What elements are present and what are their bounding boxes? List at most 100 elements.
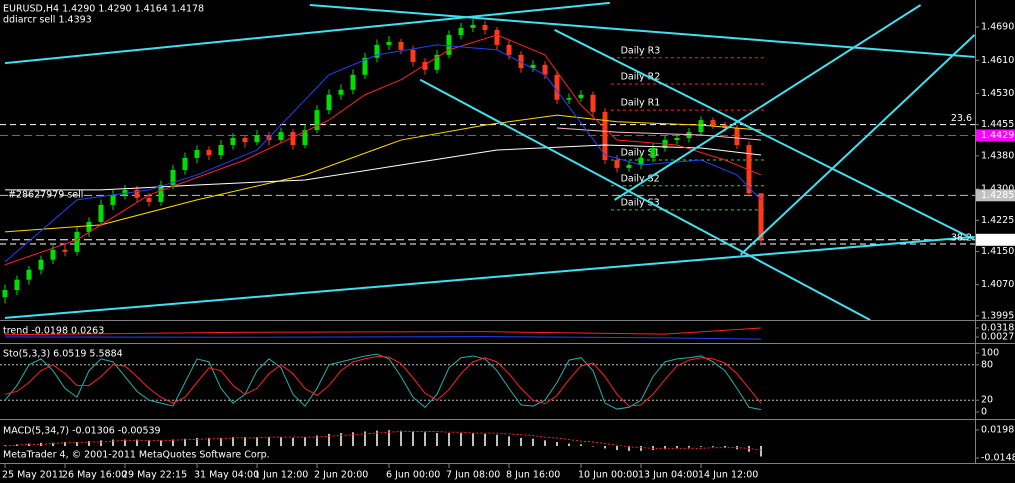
candle-body [530, 64, 536, 69]
candle-body [638, 157, 644, 165]
indicator-line [4, 353, 762, 411]
trend-line [554, 29, 975, 241]
pivot-label: Daily R1 [621, 98, 661, 109]
histogram-bar [316, 435, 318, 446]
fib-level-label: 38.2 [951, 232, 972, 243]
candle-body [398, 41, 404, 50]
candle-body [74, 231, 80, 252]
pivot-label: Daily S1 [621, 148, 660, 159]
pivot-label: Daily S3 [621, 197, 660, 208]
y-tick-label: 80 [981, 359, 993, 370]
candle-body [458, 27, 464, 35]
candle-body [278, 132, 284, 141]
y-tick-label: 1.4150 [981, 246, 1014, 257]
histogram-bar [508, 436, 510, 446]
histogram-bar [196, 437, 198, 446]
candle-body [650, 147, 656, 158]
histogram-bar [760, 446, 762, 457]
histogram-bar [244, 437, 246, 446]
frame [0, 0, 1015, 464]
histogram-bar [304, 437, 306, 446]
y-tick-label: 0 [981, 407, 987, 418]
candle-body [314, 110, 320, 131]
x-tick-label: 14 Jun 12:00 [698, 470, 758, 481]
indicator-line [4, 356, 762, 407]
histogram-bar [100, 440, 102, 446]
candle-body [578, 94, 584, 99]
moving-average [4, 44, 762, 263]
candle-body [614, 160, 620, 168]
histogram-bar [604, 446, 606, 449]
x-tick-label: 29 May 22:15 [122, 470, 187, 481]
candle-body [50, 249, 56, 260]
candle-body [542, 64, 548, 75]
y-tick-label: 0.0198 [981, 425, 1014, 436]
histogram-bar [388, 430, 390, 446]
histogram-bar [628, 446, 630, 451]
candle-body [146, 197, 152, 202]
moving-average [4, 114, 762, 233]
candle-body [410, 49, 416, 62]
x-tick-label: 1 Jun 12:00 [254, 470, 308, 481]
histogram-bar [364, 431, 366, 446]
histogram-bar [220, 437, 222, 446]
x-tick-label: 8 Jun 16:00 [506, 470, 560, 481]
candle-body [674, 137, 680, 141]
candle-body [566, 98, 572, 100]
histogram-bar [136, 439, 138, 446]
candle-body [122, 189, 128, 195]
price-marker [976, 233, 1015, 246]
trend-line [614, 4, 922, 201]
histogram-bar [448, 433, 450, 446]
candle-body [362, 57, 368, 75]
y-tick-label: 1.4530 [981, 88, 1014, 99]
histogram-bar [268, 437, 270, 446]
candle-body [230, 137, 236, 146]
candle-body [518, 54, 524, 69]
histogram-bar [280, 437, 282, 446]
candle-body [302, 130, 308, 146]
histogram-bar [688, 446, 690, 448]
candle-body [26, 269, 32, 280]
price-marker-label: 1.4285 [981, 190, 1014, 201]
candle-body [386, 41, 392, 45]
candle-body [110, 194, 116, 205]
histogram-bar [208, 437, 210, 446]
y-tick-label: -0.01485 [981, 453, 1015, 464]
histogram-bar [640, 446, 642, 451]
candle-body [2, 290, 8, 298]
y-tick-label: 1.4455 [981, 119, 1014, 130]
histogram-bar [592, 446, 594, 447]
trend-line [309, 3, 975, 58]
histogram-bar [712, 446, 714, 447]
histogram-bar [160, 440, 162, 446]
histogram-bar [436, 433, 438, 446]
moving-average [5, 144, 762, 191]
pivot-label: Daily S2 [621, 173, 660, 184]
candle-body [242, 137, 248, 143]
histogram-bar [496, 434, 498, 446]
x-tick-label: 31 May 04:00 [194, 470, 259, 481]
candle-body [698, 120, 704, 133]
histogram-bar [568, 443, 570, 446]
histogram-bar [184, 438, 186, 446]
candle-body [218, 145, 224, 156]
indicator-line [4, 336, 762, 340]
histogram-bar [88, 441, 90, 446]
histogram-bar [520, 437, 522, 446]
y-tick-label: 100 [981, 348, 999, 359]
histogram-bar [544, 440, 546, 446]
overlay-text: MetaTrader 4, © 2001-2011 MetaQuotes Sof… [2, 4, 1015, 481]
y-tick-label: 1.3995 [981, 310, 1014, 321]
price-marker-label: 1.4178 [981, 234, 1014, 245]
x-tick-label: 10 Jun 00:00 [578, 470, 638, 481]
histogram-bar [472, 433, 474, 446]
stochastic-plot [0, 353, 975, 411]
candle-body [182, 157, 188, 170]
candle-body [758, 193, 764, 240]
y-tick-label: 20 [981, 395, 993, 406]
candle-body [626, 164, 632, 168]
candle-body [194, 150, 200, 158]
